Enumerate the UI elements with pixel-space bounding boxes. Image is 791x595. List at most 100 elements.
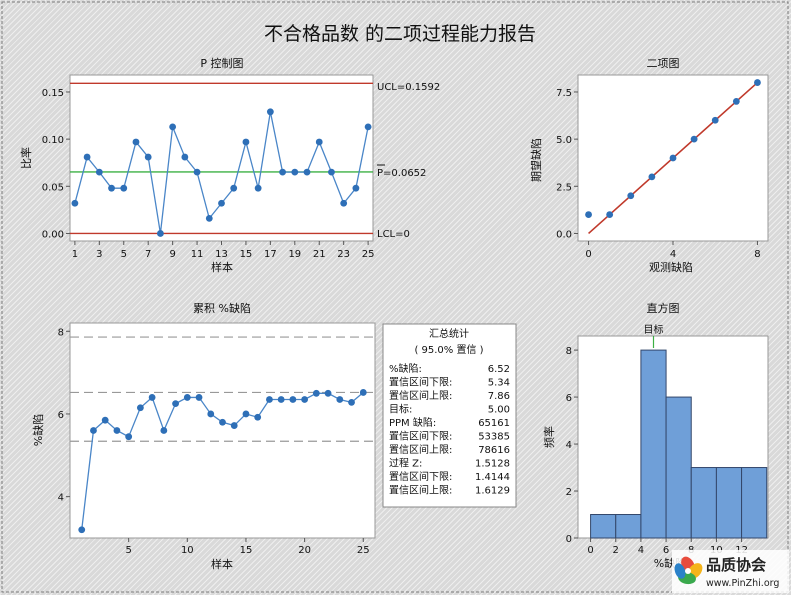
cumulative-ytick-label: 8	[58, 327, 64, 338]
p-data-point	[95, 168, 103, 176]
histogram-ytick-label: 0	[566, 534, 572, 545]
binomial-xtick-label: 4	[670, 249, 676, 260]
cumulative-data-point	[266, 396, 273, 403]
histogram-bar	[615, 514, 642, 539]
p-xtick-label: 15	[240, 249, 253, 260]
p-data-point	[254, 184, 262, 192]
cumulative-data-point	[183, 394, 191, 401]
flower-logo-icon	[674, 556, 703, 585]
binomial-xtick-label: 8	[754, 249, 760, 260]
watermark-logo: 品质协会 www.PinZhi.org	[672, 550, 789, 593]
binomial-data-point	[648, 173, 656, 181]
p-data-point	[108, 184, 115, 192]
p-ytick-label: 0.05	[42, 182, 64, 193]
histogram-xtick-label: 4	[638, 545, 644, 556]
p-data-point	[279, 168, 286, 176]
cumulative-data-point	[230, 422, 238, 429]
cumulative-data-point	[324, 389, 332, 397]
summary-row-label: 目标:	[389, 404, 412, 416]
summary-box-frame	[382, 323, 517, 508]
p-data-point	[205, 214, 213, 222]
cumulative-data-point	[359, 389, 367, 396]
p-ytick-label: 0.10	[42, 135, 64, 146]
cumulative-data-point	[113, 427, 121, 434]
histogram-bar	[640, 349, 667, 539]
summary-row-label: 过程 Z:	[389, 457, 422, 470]
p-xtick-label: 7	[145, 249, 151, 260]
histogram-target-label: 目标	[643, 324, 663, 336]
summary-row-label: PPM 缺陷:	[389, 416, 436, 429]
summary-box: 汇总统计 ( 95.0% 置信 ) %缺陷: 6.52 置信区间下限: 5.34 置信区…	[382, 323, 517, 508]
summary-row-value: 6.52	[488, 364, 510, 375]
cumulative-data-point	[289, 396, 297, 403]
p-data-point	[120, 184, 128, 192]
summary-row-value: 5.34	[488, 378, 510, 389]
binomial-ytick-label: 5.0	[556, 135, 572, 146]
summary-row-value: 1.4144	[475, 472, 510, 483]
p-data-point	[315, 138, 323, 146]
p-data-point	[71, 199, 79, 207]
summary-row-label: 置信区间上限:	[389, 389, 452, 402]
p-data-point	[181, 153, 189, 161]
binomial-ytick-label: 7.5	[556, 88, 572, 99]
p-xtick-label: 25	[362, 249, 375, 260]
cumulative-data-point	[219, 418, 226, 426]
histogram-ytick-label: 6	[566, 393, 572, 404]
p-data-point	[132, 138, 140, 146]
ucl-label: UCL=0.1592	[377, 82, 440, 93]
summary-row-value: 1.6129	[475, 486, 510, 497]
summary-row-label: 置信区间下限:	[389, 470, 452, 483]
binomial-data-point	[732, 98, 740, 105]
cumulative-xlabel: 样本	[211, 557, 233, 571]
p-data-point	[193, 168, 201, 176]
p-data-point	[266, 108, 274, 116]
histogram-xtick-label: 0	[587, 545, 593, 556]
histogram-ytick-label: 4	[566, 440, 572, 451]
p-data-point	[230, 184, 238, 192]
histogram-xtick-label: 6	[663, 545, 669, 556]
p-chart-xlabel: 样本	[211, 260, 233, 274]
histogram-ylabel: 频率	[542, 426, 556, 448]
p-chart-ylabel: 比率	[19, 147, 33, 169]
cumulative-data-point	[125, 433, 133, 441]
cumulative-data-point	[172, 400, 179, 408]
p-data-point	[340, 199, 348, 207]
cumulative-chart: 累积 %缺陷 4 6 8 5 10 15 20 25 样本 %缺陷	[31, 301, 376, 571]
cumulative-ylabel: %缺陷	[31, 414, 45, 446]
summary-row-label: 置信区间下限:	[389, 430, 452, 443]
binomial-ytick-label: 2.5	[556, 182, 572, 193]
cumulative-xtick-label: 10	[181, 545, 194, 556]
p-xtick-label: 19	[288, 249, 301, 260]
summary-row-value: 78616	[478, 445, 510, 456]
histogram-bar	[590, 514, 617, 539]
summary-row-label: 置信区间上限:	[389, 484, 452, 497]
summary-row-value: 53385	[478, 432, 510, 443]
p-data-point	[83, 153, 91, 161]
p-xtick-label: 21	[313, 249, 326, 260]
cumulative-data-point	[312, 389, 320, 397]
cumulative-plot-area	[69, 322, 376, 539]
cumulative-ytick-label: 6	[58, 410, 64, 421]
histogram-ytick-label: 8	[566, 346, 572, 357]
cumulative-data-point	[160, 427, 168, 434]
p-xtick-label: 5	[121, 249, 127, 260]
p-data-point	[352, 184, 360, 192]
cumulative-ytick-label: 4	[58, 493, 64, 504]
center-line-label: P=0.0652	[377, 168, 426, 179]
p-ytick-label: 0.15	[42, 88, 64, 99]
binomial-data-point	[585, 211, 592, 218]
p-ytick-label: 0.00	[42, 229, 64, 240]
histogram-bar	[665, 396, 692, 539]
p-data-point	[364, 123, 372, 131]
summary-row-value: 7.86	[488, 391, 510, 402]
cumulative-data-point	[254, 413, 262, 421]
cumulative-xtick-label: 15	[240, 545, 253, 556]
cumulative-data-point	[348, 398, 355, 406]
report-title: 不合格品数 的二项过程能力报告	[264, 23, 536, 45]
p-chart: P 控制图 0.000.050.100.15 1 3 5 7 9 11 13 15 17 19 21…	[19, 56, 440, 274]
cumulative-data-point	[242, 410, 250, 418]
p-xtick-label: 11	[191, 249, 204, 260]
cumulative-data-point	[336, 396, 344, 403]
